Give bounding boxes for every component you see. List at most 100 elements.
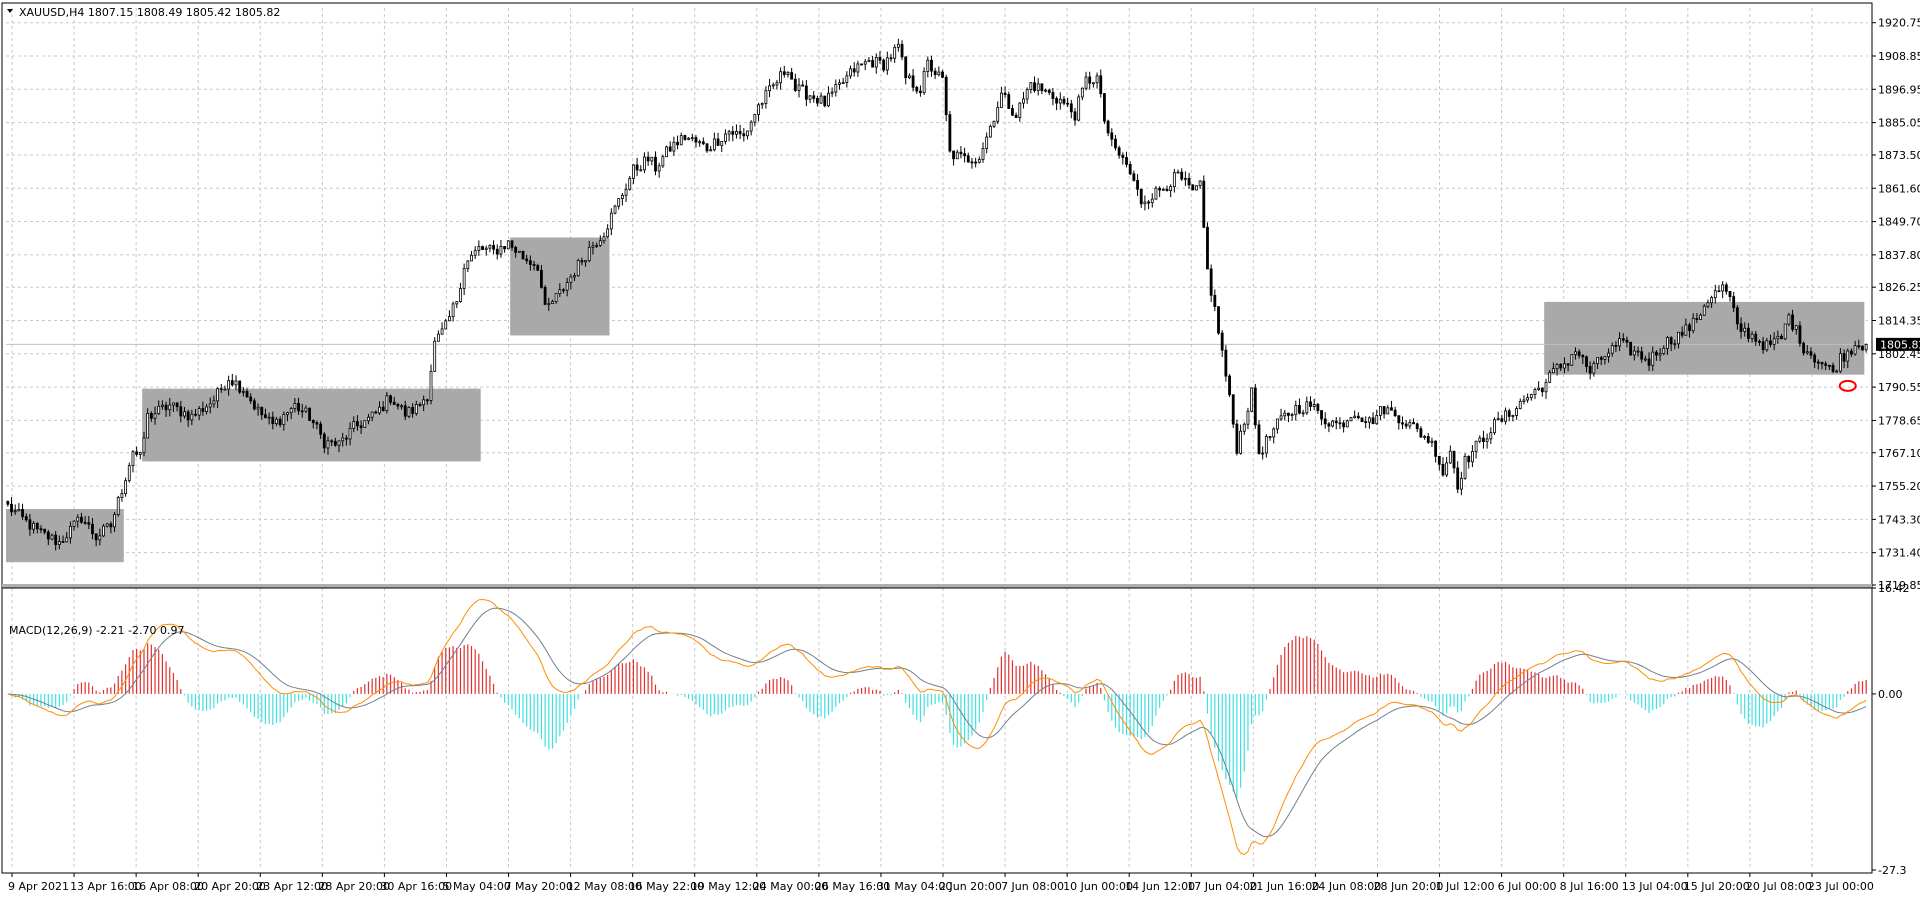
bearish-candle — [43, 528, 47, 533]
bullish-candle — [326, 440, 330, 449]
bearish-candle — [1220, 332, 1224, 351]
current-price-badge: 1805.82 — [1876, 337, 1920, 351]
bullish-candle — [1058, 98, 1062, 104]
bullish-candle — [183, 411, 186, 417]
bearish-candle — [1217, 306, 1220, 334]
bullish-candle — [665, 146, 668, 158]
bearish-candle — [1754, 333, 1758, 342]
bullish-candle — [1283, 412, 1287, 417]
bearish-candle — [580, 260, 584, 263]
bullish-candle — [1423, 436, 1426, 438]
bearish-candle — [46, 531, 50, 540]
bullish-candle — [341, 437, 345, 442]
symbol-header[interactable]: XAUUSD,H4 1807.15 1808.49 1805.42 1805.8… — [7, 6, 280, 19]
bearish-candle — [944, 76, 948, 116]
bearish-candle — [871, 60, 875, 68]
bullish-candle — [282, 414, 286, 425]
bearish-candle — [1566, 363, 1570, 366]
time-axis-label: 13 Jul 04:00 — [1622, 880, 1688, 893]
bearish-candle — [1047, 89, 1051, 93]
bearish-candle — [974, 161, 978, 164]
bearish-candle — [948, 114, 952, 152]
bullish-candle — [867, 60, 871, 63]
bearish-candle — [1235, 423, 1239, 454]
bullish-candle — [267, 416, 271, 419]
bullish-candle — [573, 275, 576, 278]
bullish-candle — [370, 411, 374, 418]
time-axis-label: 16 Apr 08:00 — [132, 880, 204, 893]
bearish-candle — [54, 534, 58, 546]
bearish-candle — [1746, 327, 1750, 339]
bearish-candle — [1861, 345, 1864, 351]
bearish-candle — [882, 59, 886, 71]
bullish-candle — [473, 250, 477, 256]
bearish-candle — [1636, 350, 1640, 353]
bullish-candle — [554, 293, 558, 303]
bearish-candle — [1066, 102, 1070, 105]
bearish-candle — [1103, 93, 1106, 122]
time-axis-label: 2 Jun 20:00 — [939, 880, 1002, 893]
bullish-candle — [856, 63, 860, 73]
bearish-candle — [1680, 331, 1684, 336]
bullish-candle — [116, 497, 120, 515]
bearish-candle — [878, 57, 882, 61]
time-axis-label: 8 Jul 16:00 — [1560, 880, 1619, 893]
bearish-candle — [1110, 132, 1114, 140]
bullish-candle — [1172, 172, 1176, 187]
bullish-candle — [1485, 438, 1489, 442]
bearish-candle — [1500, 418, 1504, 422]
time-axis-label: 14 Jun 12:00 — [1125, 880, 1195, 893]
bearish-candle — [536, 265, 540, 271]
bearish-candle — [1647, 358, 1651, 366]
bullish-candle — [576, 260, 580, 277]
bullish-candle — [1375, 415, 1379, 425]
bullish-candle — [565, 282, 569, 291]
bearish-candle — [21, 509, 24, 517]
bearish-candle — [1342, 422, 1346, 428]
bullish-candle — [105, 523, 109, 527]
bearish-candle — [175, 402, 179, 408]
bullish-candle — [1448, 450, 1452, 464]
bullish-candle — [1596, 357, 1599, 365]
bullish-candle — [197, 408, 201, 416]
bearish-candle — [716, 138, 720, 146]
grid-lines — [6, 8, 1868, 870]
bullish-candle — [1537, 387, 1541, 391]
bullish-candle — [400, 405, 403, 408]
bearish-candle — [540, 269, 543, 288]
time-axis-label: 7 May 20:00 — [505, 880, 573, 893]
bullish-candle — [227, 380, 231, 390]
bullish-candle — [996, 107, 1000, 122]
bearish-candle — [1621, 338, 1625, 341]
bearish-candle — [823, 95, 827, 107]
bullish-candle — [17, 509, 21, 512]
bullish-candle — [378, 406, 381, 414]
bearish-candle — [392, 401, 396, 405]
triangle-down-icon[interactable] — [7, 9, 13, 13]
bullish-candle — [1349, 417, 1353, 422]
bullish-candle — [922, 71, 926, 94]
bearish-candle — [1739, 323, 1743, 332]
bullish-candle — [1301, 412, 1305, 415]
bearish-candle — [900, 43, 904, 58]
bearish-candle — [495, 248, 499, 255]
bullish-candle — [172, 402, 175, 406]
consolidation-zones[interactable] — [6, 237, 1865, 563]
bearish-candle — [1827, 364, 1831, 367]
annotation-markers[interactable] — [1838, 379, 1857, 392]
bullish-candle — [462, 268, 466, 289]
bullish-candle — [337, 440, 341, 446]
bullish-candle — [598, 240, 602, 246]
bullish-candle — [1673, 343, 1677, 346]
price-pane-border — [1, 2, 1873, 588]
bearish-candle — [278, 418, 282, 425]
red-circle-marker[interactable] — [1838, 379, 1857, 392]
bullish-candle — [1445, 462, 1449, 476]
bearish-candle — [1213, 294, 1217, 307]
bullish-candle — [746, 130, 749, 137]
consolidation-zone-1[interactable] — [6, 509, 124, 563]
bearish-candle — [411, 407, 415, 414]
bearish-candle — [1327, 423, 1331, 427]
